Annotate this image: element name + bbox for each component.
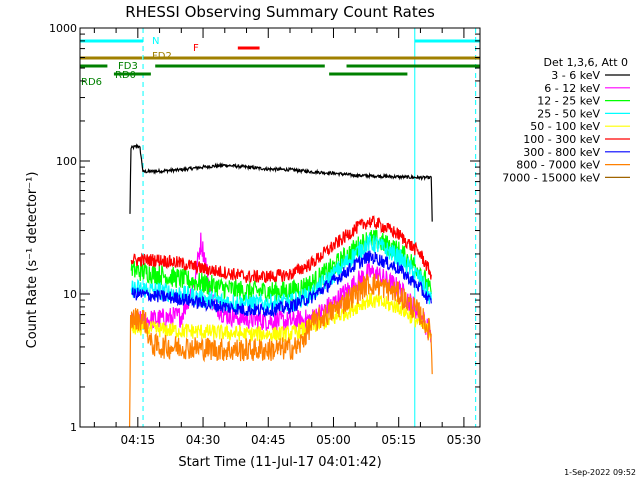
series-line-7 (129, 273, 433, 428)
y-tick-label: 1 (70, 421, 77, 434)
series-line-2 (130, 229, 432, 303)
y-tick-label: 1000 (49, 22, 77, 35)
y-axis-label: Count Rate (s⁻¹ detector⁻¹) (25, 172, 40, 349)
series-line-4 (130, 292, 432, 343)
legend-label-1: 6 - 12 keV (544, 82, 600, 95)
date-stamp: 1-Sep-2022 09:52 (564, 468, 636, 477)
legend-label-5: 100 - 300 keV (523, 133, 600, 146)
series-line-0 (129, 143, 433, 222)
flag-label-n: N (152, 36, 159, 47)
flag-label-fd3: FD3 (118, 61, 138, 72)
x-tick-label: 05:30 (447, 433, 482, 447)
series-line-5 (130, 215, 432, 284)
legend-label-2: 12 - 25 keV (537, 95, 600, 108)
x-tick-label: 04:15 (121, 433, 156, 447)
flag-label-fd2: FD2 (152, 51, 172, 62)
series-line-3 (130, 234, 432, 314)
x-tick-label: 05:15 (381, 433, 416, 447)
legend-label-3: 25 - 50 keV (537, 107, 600, 120)
series-line-6 (131, 250, 432, 318)
x-axis-label: Start Time (11-Jul-17 04:01:42) (178, 455, 381, 470)
chart-title: RHESSI Observing Summary Count Rates (125, 3, 435, 21)
legend-label-4: 50 - 100 keV (530, 120, 600, 133)
legend-title: Det 1,3,6, Att 0 (544, 56, 628, 69)
flag-label-f: F (193, 43, 199, 54)
plot-frame (79, 27, 481, 428)
axes: 1 10 100 1000 04:15 04:30 04:45 05:00 05:15 05:30 (49, 22, 481, 447)
flag-label-rd0: RD0 (115, 70, 136, 81)
x-tick-label: 04:45 (251, 433, 286, 447)
legend-label-6: 300 - 800 keV (523, 146, 600, 159)
legend-label-7: 800 - 7000 keV (516, 159, 600, 172)
legend-label-0: 3 - 6 keV (551, 69, 600, 82)
flag-label-rd6: RD6 (81, 77, 102, 88)
x-tick-label: 05:00 (316, 433, 351, 447)
y-tick-label: 100 (56, 155, 77, 168)
x-tick-label: 04:30 (186, 433, 221, 447)
series-lines (129, 143, 433, 428)
y-tick-label: 10 (63, 288, 77, 301)
legend-label-8: 7000 - 15000 keV (502, 171, 600, 184)
series-line-1 (130, 232, 432, 343)
